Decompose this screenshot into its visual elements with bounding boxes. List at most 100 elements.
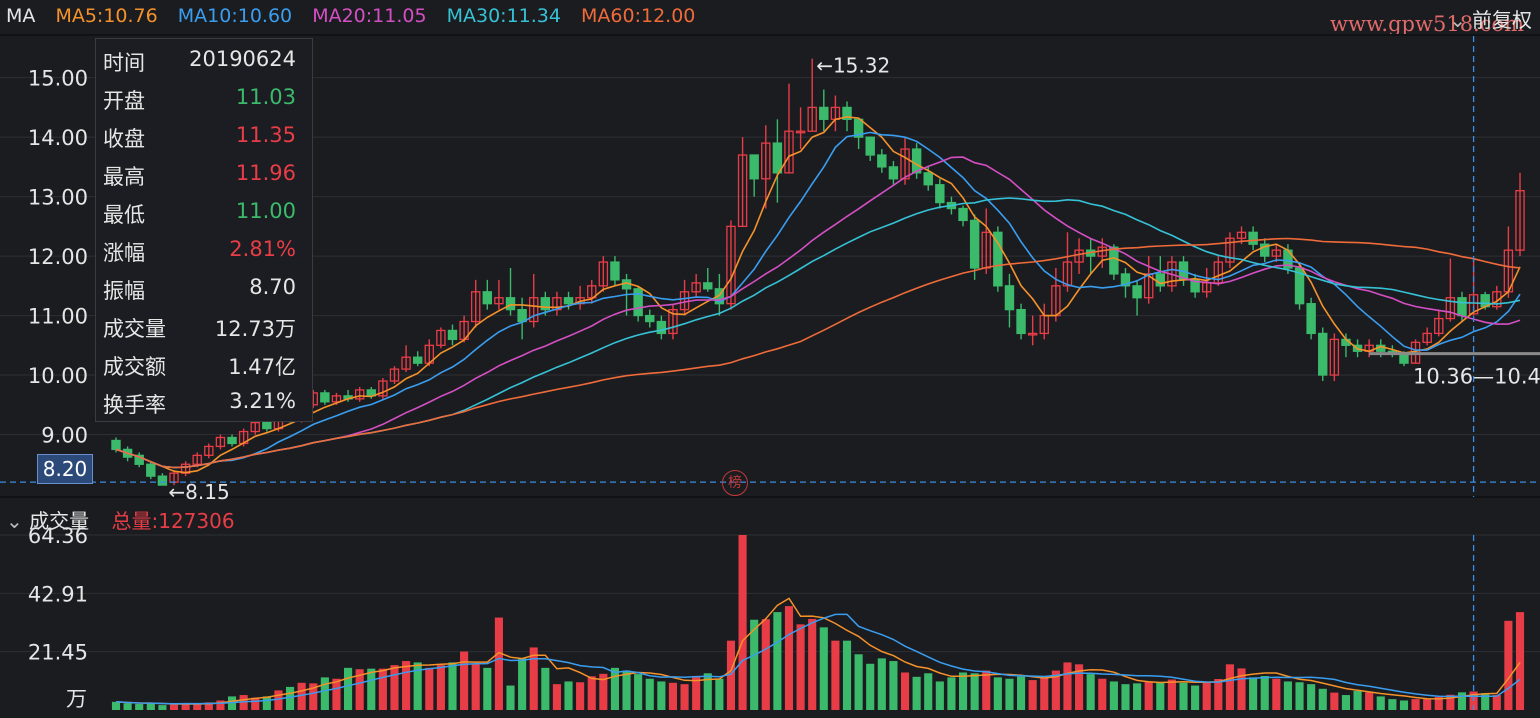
candle-body xyxy=(1190,279,1200,293)
volume-bar xyxy=(1063,662,1072,710)
volume-bar xyxy=(924,673,933,710)
candle-body xyxy=(900,148,910,180)
tooltip-key: 成交额 xyxy=(103,355,166,379)
candle-body xyxy=(969,219,980,269)
volume-bar xyxy=(1179,682,1188,710)
volume-bar xyxy=(158,705,167,710)
tooltip-key: 开盘 xyxy=(103,89,145,113)
candle-body xyxy=(1492,291,1502,308)
volume-bar xyxy=(738,535,747,710)
candle-body xyxy=(529,297,539,323)
tooltip-row-open: 开盘 11.03 xyxy=(103,79,296,117)
tooltip-key: 时间 xyxy=(103,51,145,75)
volume-bar xyxy=(541,667,550,710)
volume-bar xyxy=(1376,696,1385,710)
volume-bar xyxy=(634,674,643,710)
volume-bar xyxy=(1214,679,1223,710)
candle-body xyxy=(645,314,655,323)
volume-bar xyxy=(587,676,596,710)
volume-bar xyxy=(471,663,480,710)
volume-bar xyxy=(1353,690,1362,710)
candle-body xyxy=(215,436,226,448)
candle-body xyxy=(911,148,922,174)
candle-body xyxy=(1318,332,1328,376)
chevron-down-icon[interactable]: ⌄ xyxy=(6,509,23,533)
volume-bar xyxy=(1365,692,1374,710)
volume-bar xyxy=(1492,695,1501,710)
volume-bar xyxy=(460,651,469,710)
adjust-label: 前复权 xyxy=(1472,8,1532,32)
candle-body xyxy=(1016,308,1026,335)
candle-body xyxy=(749,154,759,180)
ma5-line xyxy=(115,116,1521,474)
volume-bar xyxy=(193,704,202,710)
candle-body xyxy=(1399,353,1409,364)
volume-bar xyxy=(622,670,631,710)
volume-bar xyxy=(1283,681,1292,710)
candle-body xyxy=(1143,273,1154,299)
candle-body xyxy=(227,436,237,445)
tooltip-value: 11.03 xyxy=(235,85,296,109)
ma-title[interactable]: MA xyxy=(6,5,36,27)
volume-bar xyxy=(784,606,794,710)
tooltip-key: 成交量 xyxy=(103,317,166,341)
volume-bar xyxy=(1028,680,1037,710)
header-divider xyxy=(0,34,1540,36)
volume-bar xyxy=(1272,678,1281,710)
volume-title[interactable]: 成交量 xyxy=(29,509,90,533)
candle-body xyxy=(494,297,504,305)
tooltip-row-high: 最高 11.96 xyxy=(103,155,296,193)
tooltip-value: 1.47亿 xyxy=(228,355,296,379)
candle-body xyxy=(250,421,260,433)
volume-bar xyxy=(982,670,991,710)
ranking-badge[interactable]: 榜 xyxy=(722,470,748,496)
tooltip-row-turnover: 成交额 1.47亿 xyxy=(103,345,296,383)
volume-bar xyxy=(935,681,944,710)
candle-body xyxy=(656,320,667,335)
volume-bar xyxy=(285,686,295,710)
range-label: 10.36—10.4 xyxy=(1413,365,1540,389)
tooltip-key: 振幅 xyxy=(103,279,145,303)
volume-bar xyxy=(1330,692,1339,710)
volume-bar xyxy=(1098,678,1107,710)
ma60-label: MA60:12.00 xyxy=(581,5,696,27)
candle-body xyxy=(888,166,899,180)
candle-body xyxy=(192,454,202,465)
volume-bar xyxy=(692,676,701,710)
volume-bar xyxy=(842,640,852,710)
volume-bar xyxy=(854,654,863,710)
candle-body xyxy=(1294,267,1305,305)
candle-body xyxy=(1422,332,1432,343)
volume-bar xyxy=(262,696,271,710)
candle-body xyxy=(517,308,527,323)
candle-body xyxy=(447,329,458,341)
volume-bar xyxy=(808,618,817,710)
candle-body xyxy=(157,475,168,486)
candle-body xyxy=(819,106,829,120)
candle-body xyxy=(1306,303,1316,335)
candle-body xyxy=(691,282,701,293)
volume-bar xyxy=(1225,664,1234,710)
tooltip-row-change: 涨幅 2.81% xyxy=(103,231,296,269)
volume-bar xyxy=(1040,677,1049,710)
candle-body xyxy=(958,207,968,222)
volume-bar xyxy=(1202,681,1211,710)
volume-bar xyxy=(1434,696,1443,710)
volume-bar xyxy=(309,683,318,710)
adjust-dropdown[interactable]: ⌄ 前复权 xyxy=(1449,4,1532,33)
volume-bar xyxy=(320,677,329,710)
candle-body xyxy=(853,118,864,138)
candle-body xyxy=(1457,297,1467,317)
volume-bar xyxy=(900,672,910,710)
tooltip-value: 2.81% xyxy=(229,237,296,261)
volume-header-bg xyxy=(0,497,1540,531)
min-price-label: ←8.15 xyxy=(168,480,229,504)
candle-body xyxy=(772,142,783,174)
candle-body xyxy=(1236,231,1247,239)
candle-body xyxy=(865,136,875,156)
tooltip-value: 11.96 xyxy=(235,161,296,185)
tooltip-key: 涨幅 xyxy=(103,241,145,265)
volume-bar xyxy=(610,667,620,710)
volume-bar xyxy=(1341,695,1351,710)
